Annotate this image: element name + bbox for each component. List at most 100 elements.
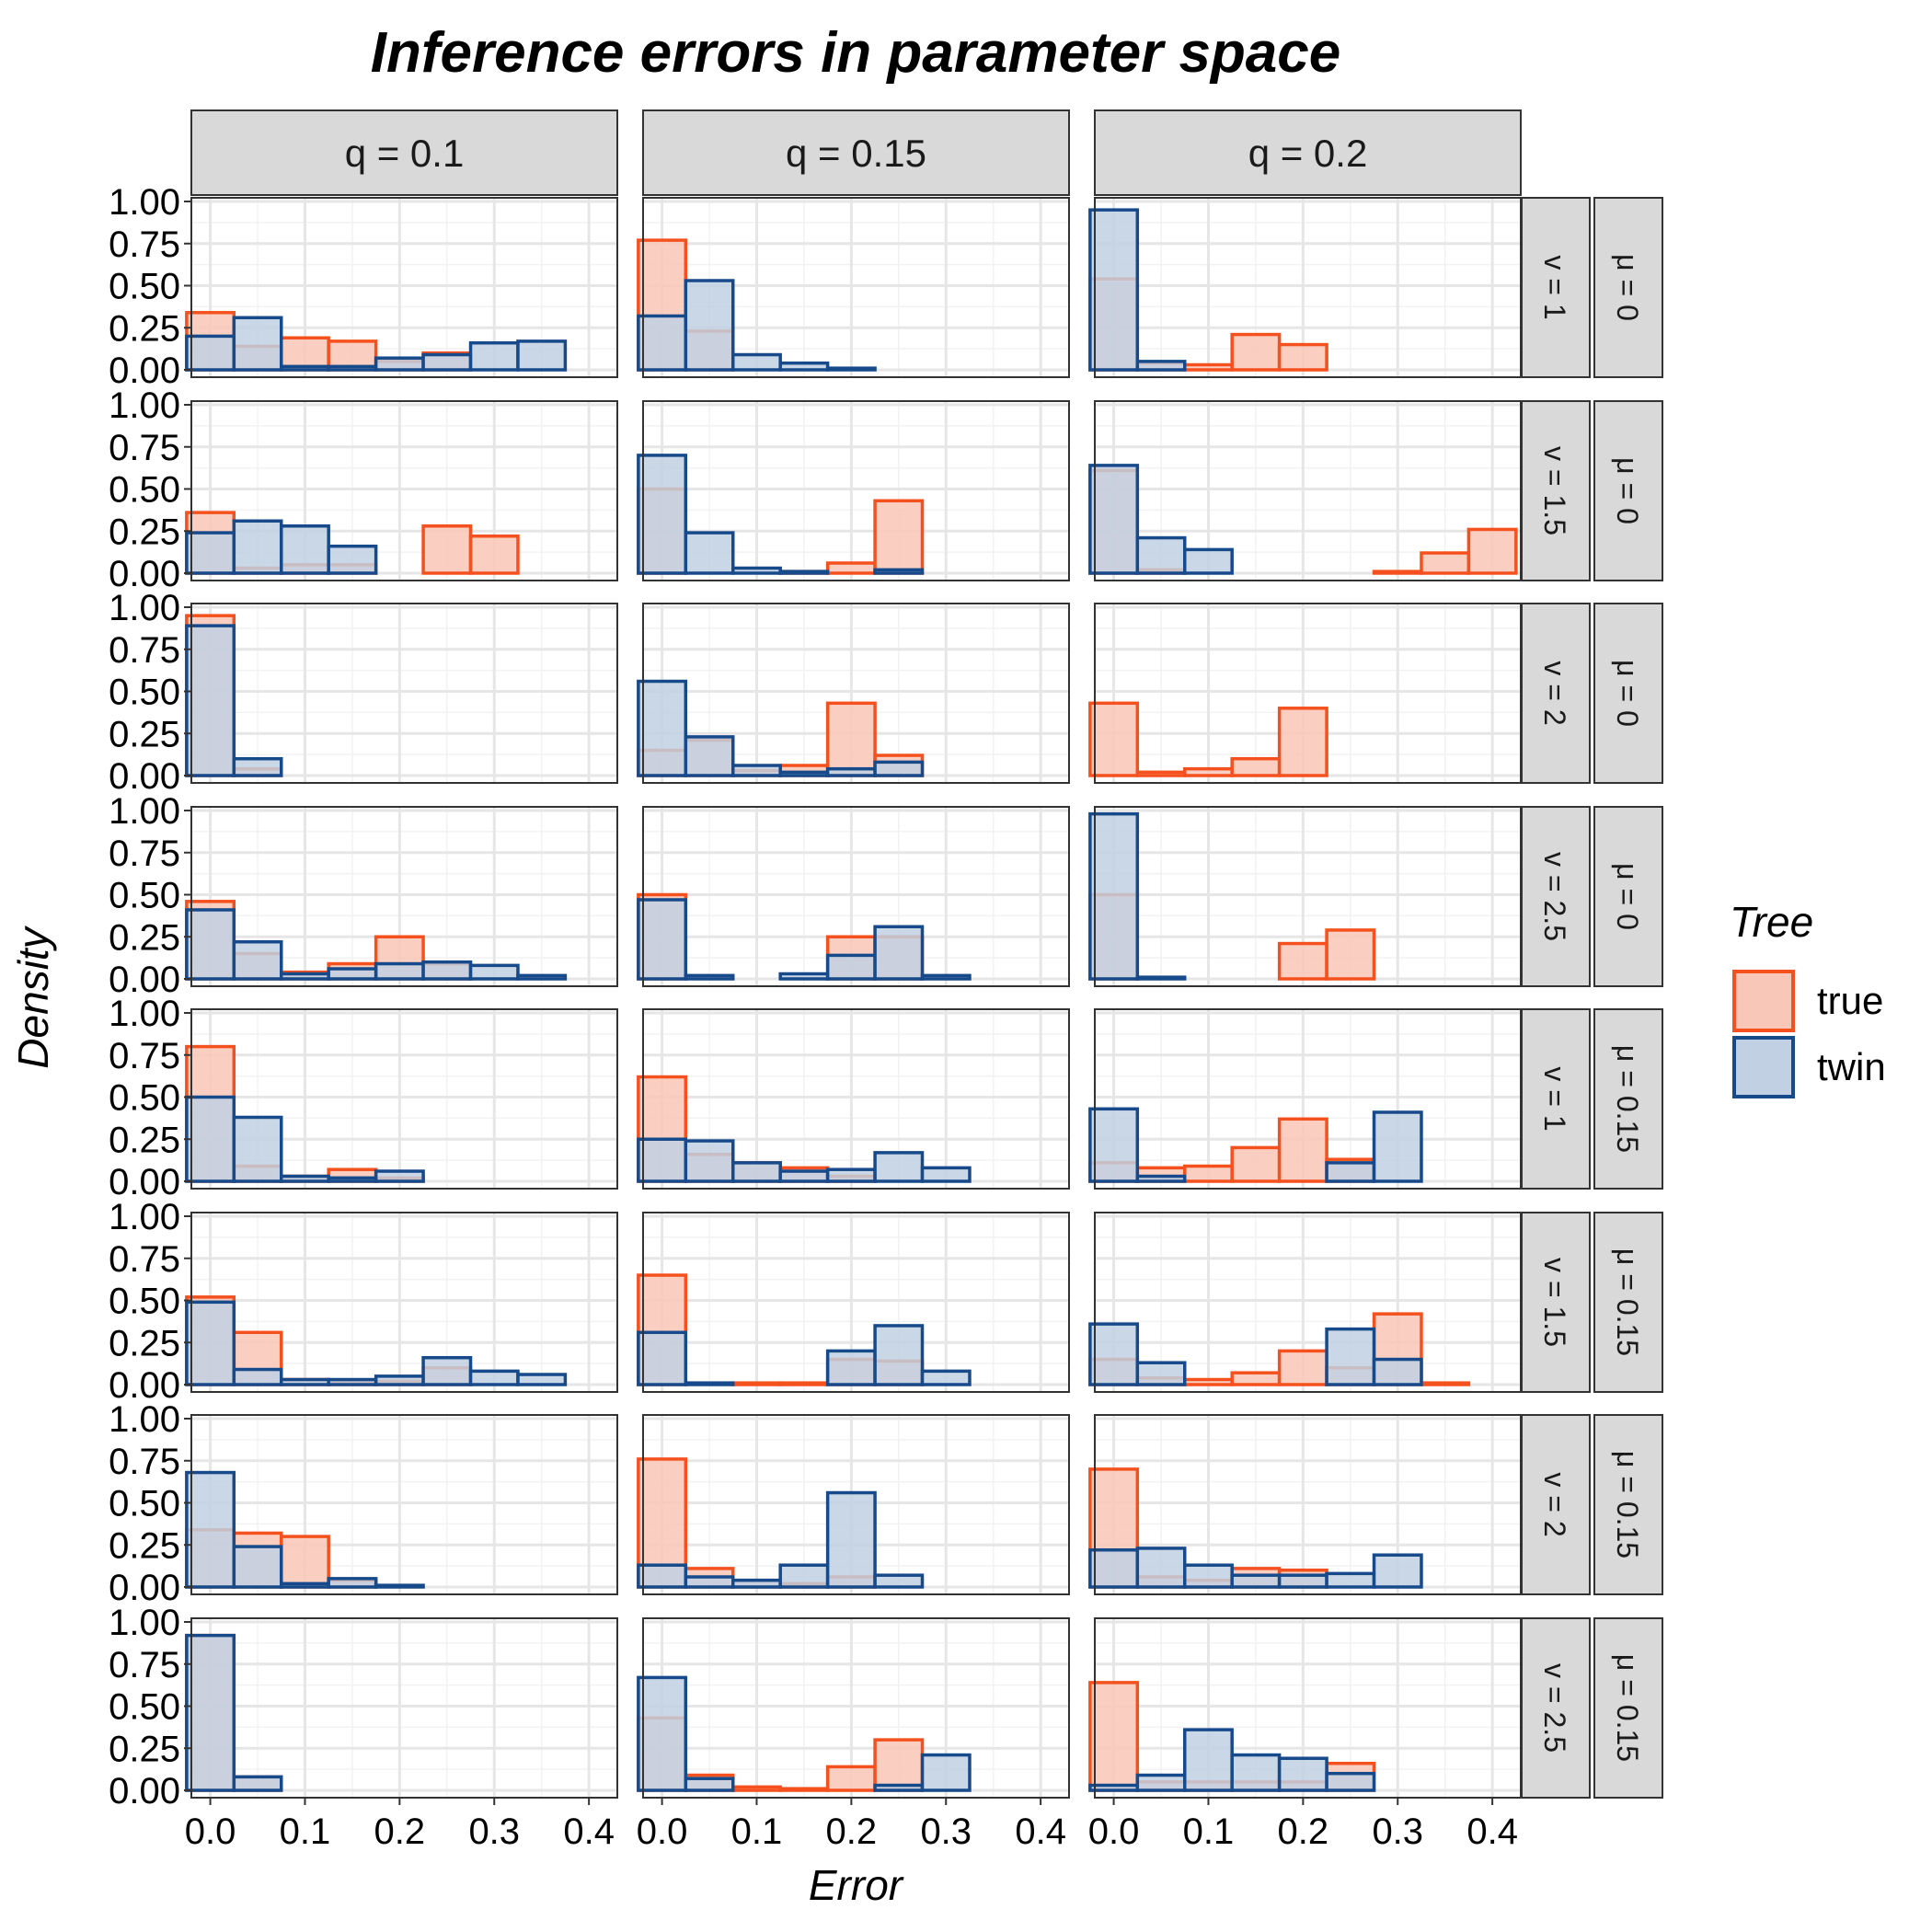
bar-twin-bin-5 [825,1349,877,1386]
bar-twin-bin-1 [637,314,688,372]
row-strip-mu-5: μ = 0.15 [1593,1008,1663,1190]
bar-twin-bin-6 [1325,1327,1376,1386]
y-tick-label: 1.00 [109,385,180,426]
bar-twin-bin-5 [825,1490,877,1589]
y-tick-label: 0.75 [109,1036,180,1076]
row-strip-mu-6: μ = 0.15 [1593,1212,1663,1393]
panel-border [642,1212,1070,1393]
bar-twin-bin-1 [1088,1547,1140,1589]
bar-twin-bin-6 [873,925,925,981]
strip-background [1521,1212,1591,1393]
x-tick-label: 0.2 [826,1811,878,1852]
bar-twin-bin-2 [1135,975,1187,981]
bar-twin-bin-3 [730,566,782,575]
bar-twin-bin-7 [1372,1357,1423,1386]
row-strip-label: μ = 0 [1611,457,1644,524]
bar-true-bin-4 [1230,332,1282,372]
bar-twin-bin-5 [374,1169,425,1183]
y-tick-label: 0.00 [109,1568,180,1608]
row-strip-label: μ = 0 [1611,254,1644,321]
strip-background [1521,400,1591,581]
panel-r1-c2 [637,197,1070,378]
bar-true-bin-3 [730,1381,782,1386]
y-tick-label: 0.75 [109,428,180,468]
y-tick-label: 1.00 [109,588,180,628]
x-tick-label: 0.4 [1015,1811,1066,1852]
bar-twin-bin-7 [1372,1110,1423,1183]
legend-label-twin: twin [1817,1045,1886,1088]
row-strip-label: μ = 0.15 [1611,1654,1644,1762]
bar-twin-bin-2 [1135,535,1187,575]
panel-r4-c1 [185,806,618,987]
x-tick-label: 0.2 [1278,1811,1329,1852]
panel-border [642,603,1070,784]
panel-border [190,1414,618,1595]
chart-title: Inference errors in parameter space [371,21,1341,85]
bar-twin-bin-4 [778,1169,830,1183]
bar-twin-bin-2 [684,1381,735,1386]
bar-true-bin-5 [1277,707,1328,777]
bar-twin-bin-3 [279,524,330,575]
row-strip-v-3: v = 2 [1521,603,1591,784]
row-strip-label: μ = 0.15 [1611,1248,1644,1356]
bar-twin-bin-1 [1088,811,1140,981]
strip-background [642,109,1070,196]
bar-twin-bin-6 [873,760,925,777]
bar-twin-bin-7 [468,340,520,372]
panel-r2-c2 [637,400,1070,581]
bar-twin-bin-2 [684,735,735,777]
bar-twin-bin-7 [920,973,972,981]
row-strip-label: μ = 0.15 [1611,1045,1644,1153]
strip-background [1521,197,1591,378]
panel-r2-c1 [185,400,618,581]
panel-r5-c1 [185,1008,618,1190]
bar-twin-bin-6 [873,1324,925,1386]
bar-twin-bin-7 [920,1166,972,1183]
x-tick-label: 0.1 [731,1811,783,1852]
bar-twin-bin-1 [185,334,236,372]
bar-twin-bin-5 [1277,1573,1328,1589]
legend-label-true: true [1817,979,1883,1022]
panel-r2-c3 [1088,400,1522,581]
bar-twin-bin-3 [730,764,782,777]
bar-twin-bin-3 [1182,547,1234,575]
bar-twin-bin-4 [327,1577,378,1589]
bar-true-bin-5 [825,561,877,575]
bar-twin-bin-1 [1088,1107,1140,1183]
panel-border [190,1008,618,1190]
bar-twin-bin-6 [873,1783,925,1792]
col-strip-label: q = 0.1 [345,132,465,175]
bar-twin-bin-1 [637,454,688,575]
bar-twin-bin-6 [1325,1571,1376,1589]
x-tick-label: 0.0 [637,1811,688,1852]
bar-twin-bin-2 [684,1777,735,1792]
bar-twin-bin-3 [1182,1728,1234,1792]
y-tick-label: 0.25 [109,714,180,754]
bar-twin-bin-2 [232,1367,283,1386]
bar-twin-bin-2 [232,939,283,981]
bar-true-bin-5 [825,1765,877,1792]
y-tick-label: 0.25 [109,1120,180,1160]
bar-twin-bin-8 [516,339,568,372]
bar-twin-bin-4 [327,364,378,372]
bar-twin-bin-4 [327,544,378,575]
panel-r3-c1 [185,603,618,784]
bar-twin-bin-1 [1088,208,1140,372]
row-strip-mu-3: μ = 0 [1593,603,1663,784]
bar-true-bin-5 [1277,1117,1328,1183]
panel-r7-c3 [1088,1414,1522,1595]
row-strip-label: v = 1.5 [1538,446,1571,535]
bar-twin-bin-3 [279,1377,330,1386]
y-tick-label: 0.50 [109,267,180,307]
bar-twin-bin-7 [1372,1553,1423,1589]
bar-true-bin-9 [1466,527,1518,575]
y-tick-label: 0.25 [109,1525,180,1566]
bar-twin-bin-6 [873,568,925,575]
y-tick-label: 0.50 [109,1687,180,1728]
panel-r3-c2 [637,603,1070,784]
y-tick-label: 0.00 [109,756,180,797]
bar-twin-bin-3 [730,352,782,372]
panel-r6-c1 [185,1212,618,1393]
row-strip-v-4: v = 2.5 [1521,806,1591,987]
y-tick-label: 1.00 [109,791,180,832]
